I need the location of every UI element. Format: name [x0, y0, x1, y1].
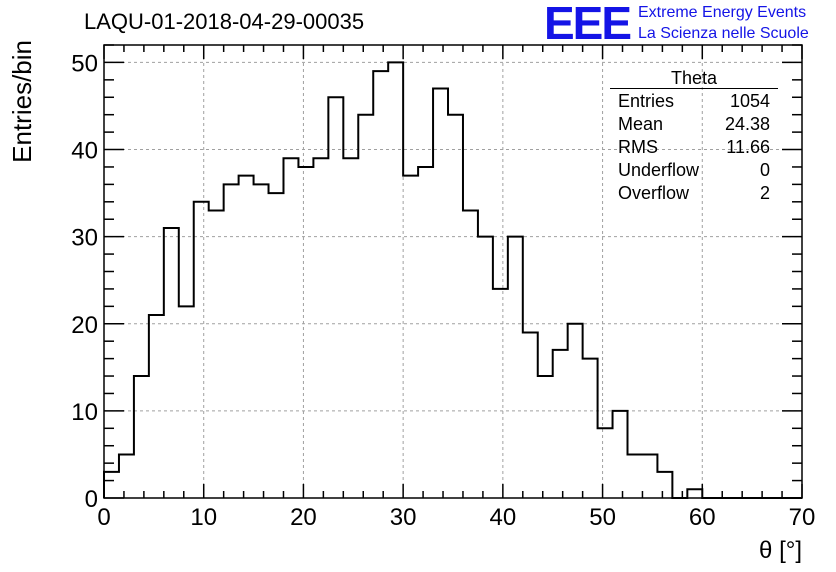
histogram-bin [508, 237, 523, 498]
histogram-bin [224, 184, 239, 498]
histogram-bin [104, 472, 119, 498]
stats-label: Entries [618, 91, 675, 111]
histogram-bin [553, 350, 568, 498]
histogram-bin [254, 184, 269, 498]
histogram-bin [373, 71, 388, 498]
y-tick-label: 10 [71, 399, 98, 426]
y-tick-label: 50 [71, 50, 98, 77]
x-tick-label: 70 [789, 504, 816, 531]
x-tick-label: 0 [97, 504, 110, 531]
stats-label: Overflow [618, 183, 690, 203]
histogram-bin [134, 376, 149, 498]
histogram-bin [538, 376, 553, 498]
x-axis-label: θ [°] [759, 537, 802, 564]
y-tick-label: 30 [71, 225, 98, 252]
histogram-bin [642, 454, 657, 498]
stats-row: RMS 11.66 [610, 136, 778, 159]
histogram-bin [657, 472, 672, 498]
stats-row: Underflow 0 [610, 159, 778, 182]
histogram-bin [598, 428, 613, 498]
histogram-bin [283, 158, 298, 498]
histogram-bin [403, 176, 418, 498]
histogram-bin [478, 237, 493, 498]
histogram-bin [149, 315, 164, 498]
stats-box: Theta Entries 1054 Mean 24.38 RMS 11.66 Und… [610, 66, 778, 205]
y-tick-label: 40 [71, 138, 98, 165]
histogram-bin [209, 211, 224, 498]
stats-box-title: Theta [610, 66, 778, 89]
histogram-bin [523, 332, 538, 498]
logo-subtitle-1: Extreme Energy Events [638, 4, 807, 21]
histogram-bin [418, 167, 433, 498]
histogram-bin [568, 324, 583, 498]
stats-row: Entries 1054 [610, 90, 778, 113]
histogram-bin [239, 176, 254, 498]
x-tick-label: 20 [290, 504, 317, 531]
x-tick-label: 30 [390, 504, 417, 531]
histogram-bin [119, 454, 134, 498]
stats-value: 11.66 [726, 137, 770, 157]
histogram-bars [103, 61, 802, 499]
histogram-bin [164, 228, 179, 498]
histogram-bin [269, 193, 284, 498]
eee-logo: EEE [544, 0, 632, 49]
histogram-bin [298, 167, 313, 498]
histogram-bin [328, 97, 343, 498]
x-tick-label: 40 [490, 504, 517, 531]
stats-value: 24.38 [724, 114, 770, 134]
grid-lines [104, 45, 802, 498]
histogram-bin [613, 411, 628, 498]
histogram-bin [388, 62, 403, 498]
histogram-bin [194, 202, 209, 498]
y-axis-label: Entries/bin [7, 40, 37, 163]
histogram-bin [433, 89, 448, 498]
x-tick-label: 60 [689, 504, 716, 531]
x-tick-label: 10 [190, 504, 217, 531]
histogram-outline [103, 61, 802, 499]
stats-label: Underflow [618, 160, 700, 180]
histogram-bin [343, 158, 358, 498]
histogram-bin [687, 489, 702, 498]
histogram-bin [583, 359, 598, 498]
stats-label: Mean [618, 114, 664, 134]
histogram-bin [463, 211, 478, 498]
histogram-bin [493, 289, 508, 498]
stats-value: 0 [759, 160, 770, 180]
histogram-bin [628, 454, 643, 498]
histogram-bin [179, 306, 194, 498]
x-tick-label: 50 [589, 504, 616, 531]
histogram-bin [448, 115, 463, 498]
stats-value: 1054 [729, 91, 770, 111]
y-tick-label: 0 [85, 486, 98, 513]
stats-label: RMS [618, 137, 658, 157]
y-tick-label: 20 [71, 312, 98, 339]
logo-subtitle-2: La Scienza nelle Scuole [638, 25, 809, 42]
stats-value: 2 [759, 183, 770, 203]
stats-row: Mean 24.38 [610, 113, 778, 136]
axis-ticks [103, 44, 803, 499]
stats-row: Overflow 2 [610, 182, 778, 205]
histogram-bin [358, 115, 373, 498]
histogram-bin [313, 158, 328, 498]
chart-title: LAQU-01-2018-04-29-00035 [84, 9, 365, 34]
